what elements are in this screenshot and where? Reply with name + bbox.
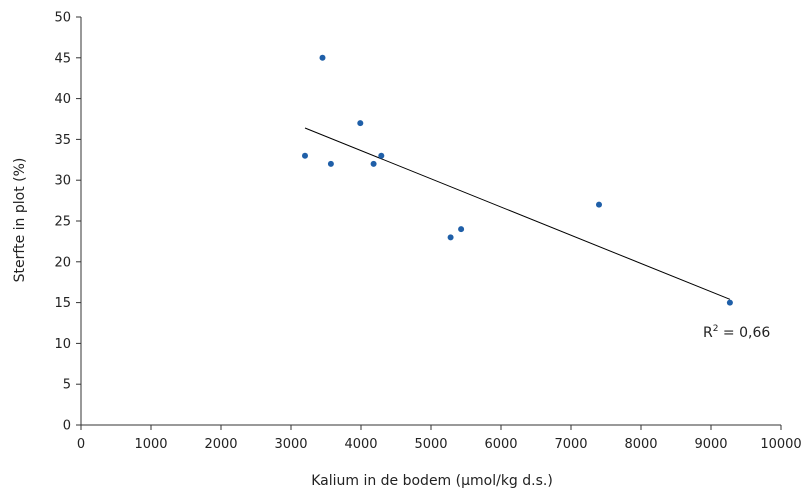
r-squared-symbol: R [703,325,713,341]
y-tick-label: 0 [63,419,71,434]
data-point [378,152,385,159]
data-point [726,299,733,306]
y-tick-label: 45 [54,51,71,66]
x-tick-label: 8000 [624,437,657,452]
data-point [447,234,454,241]
x-tick-label: 3000 [274,437,307,452]
y-tick-label: 50 [54,11,71,26]
y-tick-label: 30 [54,174,71,189]
r-squared-annotation: R2 = 0,66 [703,324,770,341]
data-points [302,54,733,306]
x-tick-label: 2000 [204,437,237,452]
x-tick-label: 7000 [554,437,587,452]
x-tick-label: 6000 [484,437,517,452]
data-point [357,120,364,127]
y-tick-label: 25 [54,215,71,230]
y-axis: 0 5 10 15 20 25 30 35 40 45 50 [54,11,82,434]
y-tick-label: 40 [54,92,71,107]
trendline [304,127,731,300]
x-tick-label: 1000 [134,437,167,452]
x-tick-label: 0 [77,437,85,452]
data-point [458,226,465,233]
data-point [370,160,377,167]
trendline-segment [304,127,731,300]
x-tick-label: 5000 [414,437,447,452]
y-tick-label: 10 [54,337,71,352]
x-tick-label: 4000 [344,437,377,452]
y-tick-label: 5 [63,378,71,393]
data-point [596,201,602,208]
y-tick-label: 20 [54,255,71,270]
r-squared-exponent: 2 [713,324,719,334]
data-point [302,152,308,159]
x-tick-label: 10000 [760,437,801,452]
data-point [319,54,326,61]
data-point [327,160,334,167]
y-tick-label: 35 [54,133,71,148]
x-tick-label: 9000 [694,437,727,452]
x-axis-title: Kalium in de bodem (µmol/kg d.s.) [311,473,553,489]
r-squared-value: = 0,66 [718,325,770,341]
y-tick-label: 15 [54,296,71,311]
y-axis-title: Sterfte in plot (%) [12,158,28,283]
x-axis: 0 1000 2000 3000 4000 5000 6000 7000 8000 9000 100… [77,424,802,452]
